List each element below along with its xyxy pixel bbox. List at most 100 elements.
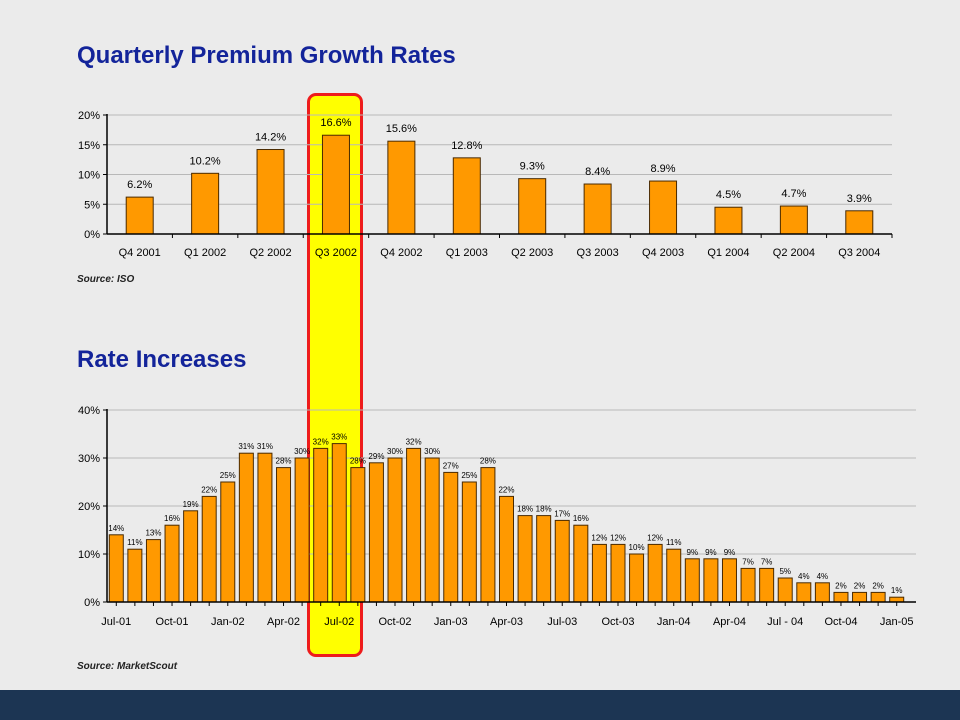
x-tick-label: Q1 2004	[707, 247, 749, 259]
x-tick-label: Jan-02	[211, 616, 245, 628]
data-label: 32%	[313, 437, 329, 446]
data-label: 2%	[854, 581, 866, 590]
x-tick-label: Jul - 04	[767, 616, 803, 628]
bar	[424, 457, 440, 603]
bar	[313, 447, 329, 603]
bar	[759, 567, 775, 603]
bar	[108, 534, 124, 603]
data-label: 18%	[517, 505, 533, 514]
x-tick-label: Oct-04	[824, 616, 857, 628]
data-label: 28%	[350, 457, 366, 466]
data-label: 13%	[145, 529, 161, 538]
bar	[201, 495, 217, 603]
bar	[796, 582, 812, 603]
bar	[387, 140, 416, 235]
data-label: 18%	[536, 505, 552, 514]
x-tick-label: Jan-03	[434, 616, 468, 628]
x-tick-label: Apr-03	[490, 616, 523, 628]
bar	[629, 553, 645, 603]
data-label: 7%	[742, 557, 754, 566]
bar	[164, 524, 180, 603]
bar	[499, 495, 514, 603]
bar	[779, 205, 808, 235]
x-tick-label: Oct-02	[379, 616, 412, 628]
bar	[127, 548, 143, 603]
x-tick-label: Apr-04	[713, 616, 746, 628]
premium-growth-chart: 0% 5% 10% 15% 20% 6.2% Q4 2001 10.2% Q1 2002 14.2…	[78, 110, 893, 259]
bar	[350, 467, 366, 603]
footer-bar	[0, 690, 960, 720]
y-tick-label: 0%	[84, 229, 100, 241]
data-label: 10%	[629, 543, 645, 552]
chart2-title: Rate Increases	[77, 346, 247, 373]
x-tick-label: Jul-03	[547, 616, 577, 628]
data-label: 22%	[498, 485, 514, 494]
data-label: 4.5%	[716, 189, 741, 201]
x-tick-label: Jul-01	[101, 616, 131, 628]
bar	[666, 548, 682, 603]
data-label: 11%	[127, 538, 142, 547]
data-label: 12%	[647, 533, 663, 542]
y-tick-label: 10%	[78, 170, 100, 182]
bar	[517, 515, 533, 603]
data-label: 8.4%	[585, 166, 610, 178]
bar	[461, 481, 477, 603]
bar	[647, 543, 663, 603]
bar	[191, 172, 220, 235]
bar	[276, 467, 292, 603]
bar	[573, 524, 589, 603]
bar	[591, 543, 607, 603]
data-label: 12%	[610, 533, 626, 542]
data-label: 9%	[687, 548, 699, 557]
y-tick-label: 30%	[78, 453, 100, 465]
data-label: 9.3%	[520, 161, 545, 173]
data-label: 16.6%	[320, 117, 351, 129]
y-tick-label: 0%	[84, 597, 100, 609]
data-label: 4%	[798, 572, 810, 581]
bar	[684, 558, 700, 603]
data-label: 6.2%	[127, 179, 152, 191]
data-label: 12.8%	[451, 140, 482, 152]
bar	[406, 447, 422, 603]
data-label: 33%	[331, 433, 347, 442]
y-tick-label: 15%	[78, 140, 100, 152]
bar	[721, 558, 737, 603]
bar	[294, 457, 310, 603]
bar	[387, 457, 403, 603]
x-tick-label: Q1 2003	[446, 247, 488, 259]
x-tick-label: Q1 2002	[184, 247, 226, 259]
bar	[740, 567, 756, 603]
bar	[443, 471, 459, 603]
chart2-source: Source: MarketScout	[77, 661, 178, 672]
data-label: 7%	[761, 557, 773, 566]
bar	[870, 591, 886, 603]
data-label: 11%	[666, 538, 681, 547]
bar	[256, 149, 285, 235]
data-label: 9%	[705, 548, 717, 557]
x-tick-label: Jan-05	[880, 616, 914, 628]
x-tick-label: Oct-03	[601, 616, 634, 628]
data-label: 30%	[387, 447, 403, 456]
data-label: 30%	[424, 447, 440, 456]
data-label: 4%	[817, 572, 829, 581]
data-label: 25%	[461, 471, 477, 480]
bar	[480, 467, 496, 603]
rate-increases-chart: 0%10%20%30%40%14%11%13%16%19%22%25%31% 31…	[78, 405, 916, 628]
y-tick-label: 10%	[78, 549, 100, 561]
data-label: 19%	[183, 500, 199, 509]
data-label: 16%	[573, 514, 589, 523]
bar	[183, 510, 199, 603]
data-label: 29%	[368, 452, 384, 461]
data-label: 2%	[835, 581, 847, 590]
bar	[518, 178, 547, 235]
x-tick-label: Q3 2004	[838, 247, 880, 259]
bar	[257, 452, 273, 603]
data-label: 1%	[891, 586, 903, 595]
data-label: 27%	[443, 461, 459, 470]
data-label: 31%	[257, 442, 273, 451]
bar	[238, 452, 254, 603]
data-label: 30%	[294, 447, 310, 456]
data-label: 4.7%	[781, 188, 806, 200]
bar	[220, 481, 236, 603]
data-label: 22%	[201, 485, 217, 494]
